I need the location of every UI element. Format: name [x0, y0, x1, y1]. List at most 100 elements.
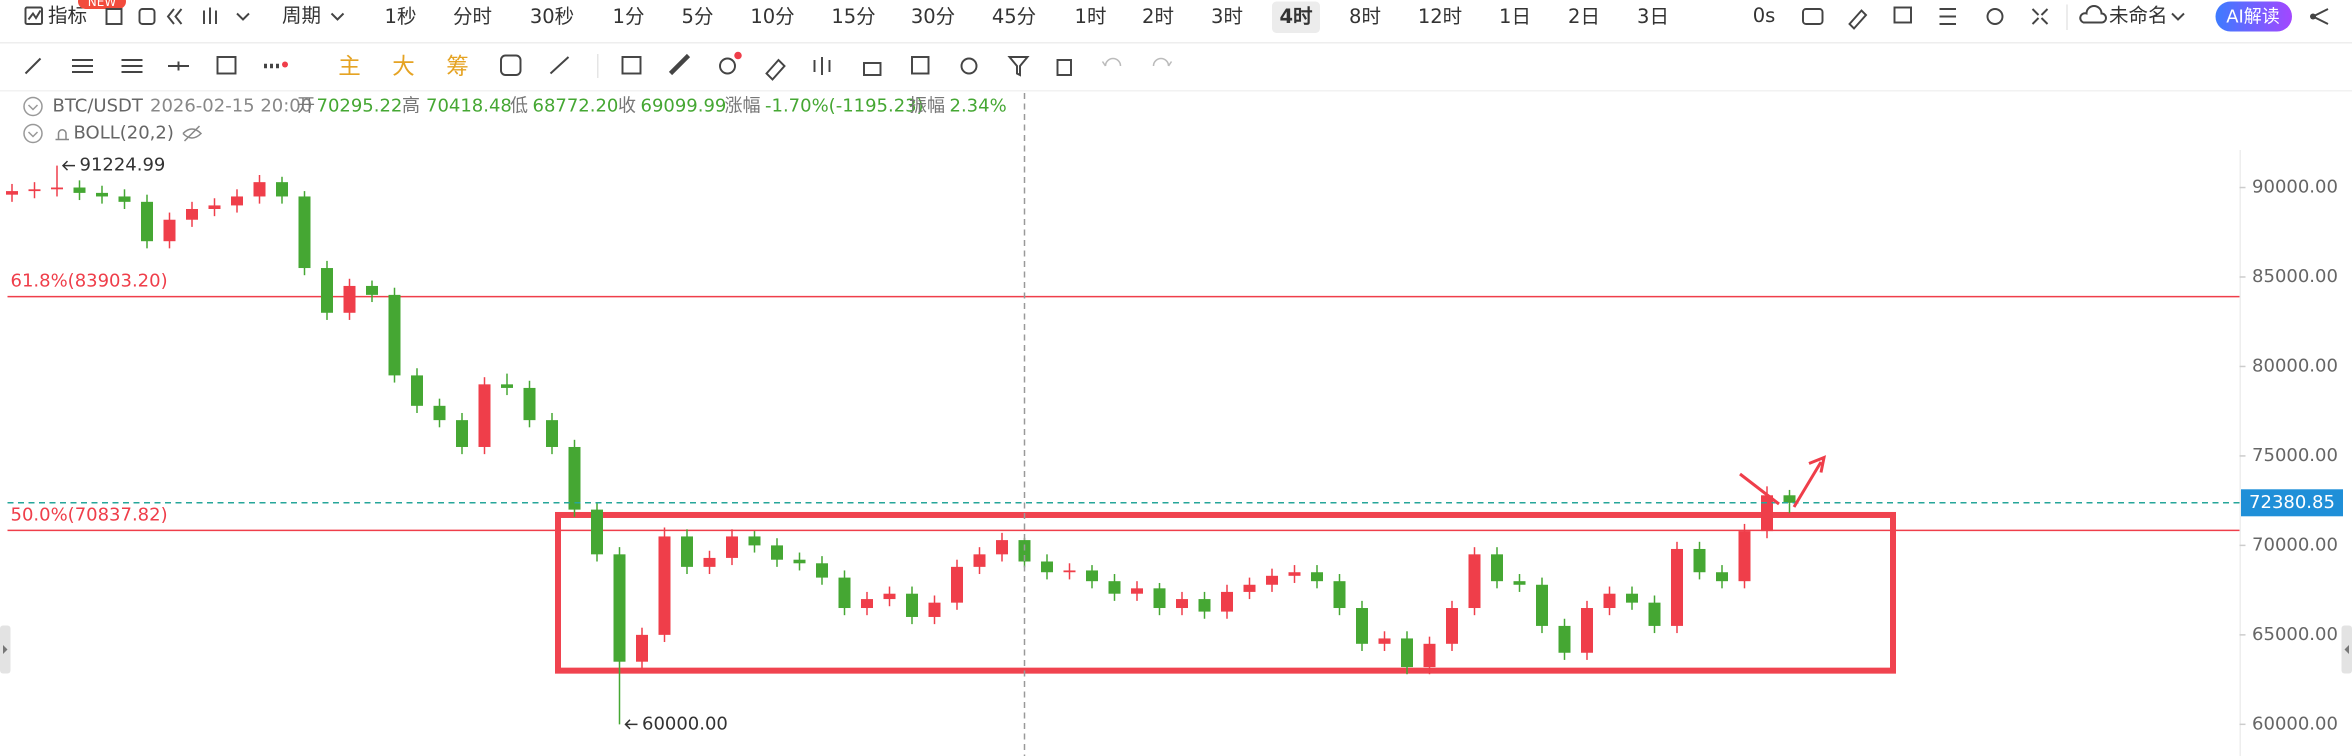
period-option[interactable]: 4时: [1279, 5, 1313, 28]
candle-body: [906, 593, 918, 617]
icon[interactable]: [960, 57, 978, 75]
icon[interactable]: [668, 53, 691, 76]
period-option[interactable]: 3日: [1637, 5, 1669, 28]
period-option[interactable]: 10分: [750, 5, 794, 28]
icon[interactable]: [549, 56, 570, 75]
icon[interactable]: [166, 8, 183, 25]
undo-icon[interactable]: [1101, 57, 1122, 67]
candle-body: [973, 554, 986, 567]
trendline-tool[interactable]: [24, 57, 42, 75]
period-option[interactable]: 12时: [1418, 5, 1462, 28]
max-arrow: [61, 160, 75, 171]
icon[interactable]: [719, 57, 736, 75]
field-value: 2.34%: [950, 96, 1007, 117]
bell-icon[interactable]: [55, 129, 70, 141]
collapse-icon[interactable]: [23, 96, 43, 117]
period-option[interactable]: 30秒: [530, 5, 574, 28]
candle-body: [703, 557, 716, 567]
period-option[interactable]: 2日: [1568, 5, 1600, 28]
candle-body: [793, 559, 806, 564]
chart-mode-chip[interactable]: 筹: [446, 54, 469, 80]
candle-body: [1603, 593, 1616, 609]
candle-body: [1131, 588, 1143, 594]
fib-level-label: 50.0%(70837.82): [11, 504, 168, 525]
fib-tool[interactable]: [121, 59, 143, 73]
icon: [2171, 12, 2185, 21]
icon[interactable]: [621, 56, 642, 75]
collapse-icon[interactable]: [23, 123, 43, 144]
chart-mode-chip[interactable]: 大: [392, 54, 415, 80]
period-option[interactable]: 30分: [911, 5, 955, 28]
icon[interactable]: [813, 57, 831, 75]
icon[interactable]: [765, 58, 786, 81]
candle-body: [816, 563, 828, 578]
hline-tool[interactable]: [168, 61, 189, 71]
candle-body: [1716, 572, 1728, 582]
candle-body: [1738, 531, 1751, 582]
delete-icon[interactable]: [1056, 59, 1072, 76]
period-option[interactable]: 15分: [831, 5, 875, 28]
ai-button[interactable]: AI解读: [2215, 1, 2293, 32]
candle-body: [1536, 584, 1548, 626]
period-option[interactable]: 8时: [1349, 5, 1381, 28]
period-option[interactable]: 分时: [453, 5, 492, 28]
parallel-tool[interactable]: [72, 59, 93, 73]
filter-icon[interactable]: [1007, 56, 1030, 77]
period-option[interactable]: 45分: [992, 5, 1036, 28]
period-menu[interactable]: 周期: [282, 4, 345, 27]
period-option[interactable]: 2时: [1142, 5, 1174, 28]
period-option[interactable]: 1分: [613, 5, 645, 28]
icon[interactable]: [203, 7, 217, 25]
field-label: 收: [618, 96, 636, 117]
candle-body: [1761, 495, 1773, 532]
icon[interactable]: [863, 62, 882, 76]
list-icon[interactable]: [1939, 8, 1957, 25]
layout-menu[interactable]: 未命名: [2079, 4, 2185, 27]
candle-body: [636, 634, 648, 662]
candle-body: [298, 196, 311, 269]
icon: [24, 6, 43, 25]
icon[interactable]: [1893, 6, 1912, 24]
candle-body: [411, 375, 423, 406]
layout-name: 未命名: [2109, 4, 2168, 27]
period-option[interactable]: 1秒: [385, 5, 417, 28]
settings-icon[interactable]: [1986, 8, 2004, 25]
hide-icon[interactable]: [182, 125, 203, 142]
icon: [2344, 645, 2349, 654]
candle-body: [883, 593, 896, 600]
chip-list: 主大筹: [338, 54, 469, 80]
period-option[interactable]: 5分: [682, 5, 714, 28]
period-option[interactable]: 3时: [1211, 5, 1243, 28]
fullscreen-icon[interactable]: [2031, 8, 2049, 25]
icon[interactable]: [138, 8, 156, 25]
countdown: 0s: [1753, 4, 1776, 27]
candle-body: [1086, 570, 1098, 582]
camera-icon[interactable]: [1802, 8, 1824, 25]
period-option[interactable]: 1日: [1499, 5, 1531, 28]
period-option[interactable]: 1时: [1075, 5, 1107, 28]
candle-body: [433, 405, 446, 421]
redo-icon[interactable]: [1152, 57, 1173, 67]
icon[interactable]: [500, 54, 522, 76]
tool-icons: [500, 51, 1173, 81]
chart-mode-chip[interactable]: 主: [338, 54, 361, 80]
candle-body: [838, 577, 851, 609]
candle-body: [748, 536, 761, 546]
icon[interactable]: [105, 8, 123, 25]
rect-tool[interactable]: [216, 56, 237, 75]
field-label: 高: [402, 96, 420, 117]
pen-icon[interactable]: [1848, 9, 1868, 30]
candle-body: [1783, 495, 1796, 503]
icon[interactable]: [236, 12, 250, 21]
indicator-button[interactable]: 指标: [24, 4, 88, 27]
y-tick-label: 70000.00: [2252, 534, 2338, 555]
period-selected-bg: [1272, 1, 1320, 33]
candle-body: [6, 191, 18, 195]
candle-body: [1648, 602, 1661, 626]
candle-body: [771, 545, 783, 560]
icon[interactable]: [911, 56, 930, 75]
candle-body: [1558, 625, 1571, 653]
y-tick-label: 85000.00: [2252, 266, 2338, 287]
field-value: 69099.99: [641, 96, 727, 117]
